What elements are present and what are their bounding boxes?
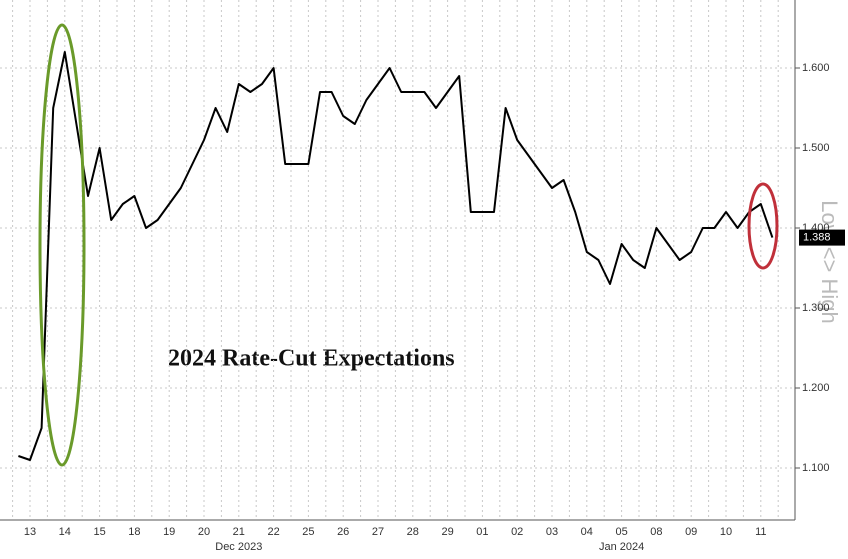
x-tick-label: 21 [233, 526, 245, 538]
x-tick-label: 25 [302, 526, 314, 538]
month-label: Dec 2023 [215, 541, 262, 553]
x-tick-label: 22 [267, 526, 279, 538]
value-label: 1.388 [803, 232, 831, 244]
x-tick-label: 03 [546, 526, 558, 538]
highlight-ellipse [38, 23, 86, 467]
x-tick-label: 05 [615, 526, 627, 538]
x-tick-label: 27 [372, 526, 384, 538]
y-tick-label: 1.100 [802, 462, 830, 474]
x-tick-label: 26 [337, 526, 349, 538]
annotation: 2024 Rate-Cut Expectations [168, 346, 455, 372]
y-tick-label: 1.600 [802, 62, 830, 74]
x-tick-label: 09 [685, 526, 697, 538]
y-tick-label: 1.500 [802, 142, 830, 154]
x-tick-label: 10 [720, 526, 732, 538]
x-tick-label: 02 [511, 526, 523, 538]
x-tick-label: 15 [93, 526, 105, 538]
x-tick-label: 13 [24, 526, 36, 538]
data-line [18, 51, 774, 461]
x-tick-label: 29 [441, 526, 453, 538]
x-tick-label: 08 [650, 526, 662, 538]
x-tick-label: 04 [581, 526, 593, 538]
y-tick-label: 1.200 [802, 382, 830, 394]
y-axis-label: Low <> High [817, 200, 842, 324]
value-label-box [799, 229, 845, 246]
month-label: Jan 2024 [599, 541, 644, 553]
x-tick-label: 20 [198, 526, 210, 538]
x-tick-label: 11 [755, 526, 766, 538]
x-tick-label: 14 [59, 526, 71, 538]
x-tick-label: 28 [407, 526, 419, 538]
x-tick-label: 01 [476, 526, 488, 538]
x-tick-label: 19 [163, 526, 175, 538]
highlight-ellipse [747, 182, 779, 270]
y-tick-label: 1.300 [802, 302, 830, 314]
x-tick-label: 18 [128, 526, 140, 538]
